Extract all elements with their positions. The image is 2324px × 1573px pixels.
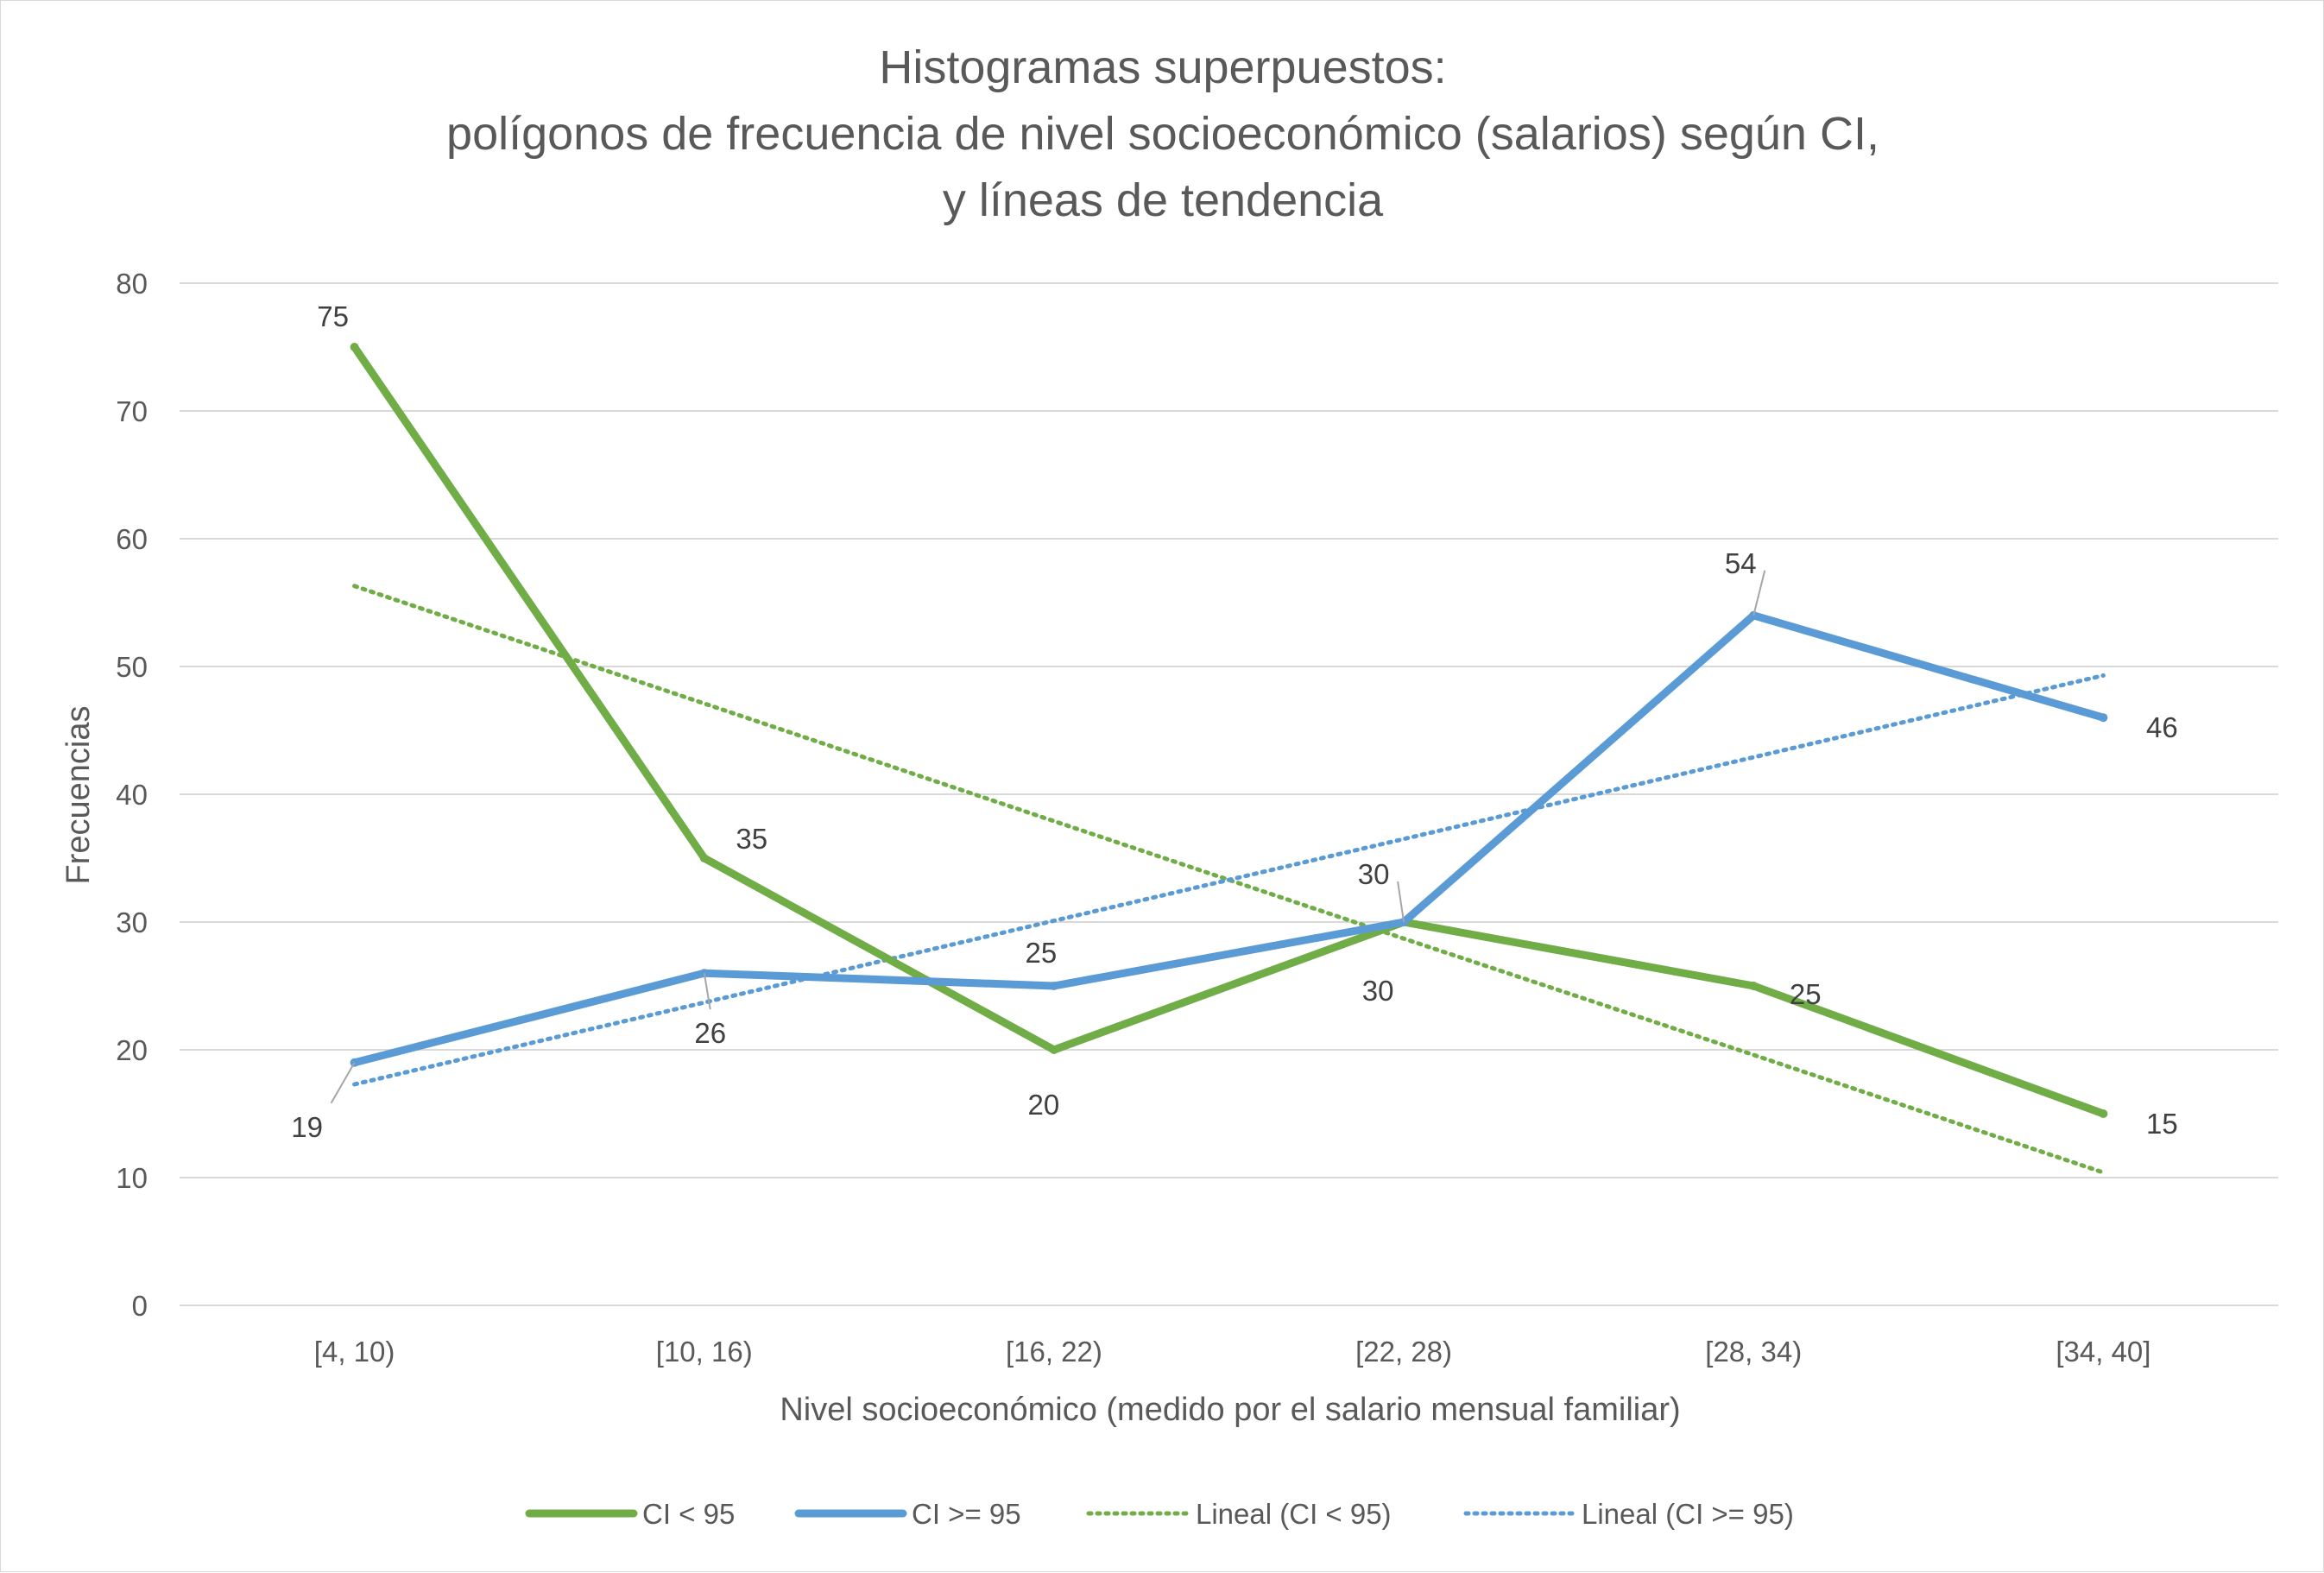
x-axis-title: Nivel socioeconómico (medido por el sala… [780, 1392, 1680, 1428]
data-label-ci-95-0: 19 [291, 1111, 323, 1143]
data-label-ci-95-2: 20 [1028, 1089, 1060, 1121]
point-ci-95-2 [1049, 1046, 1058, 1054]
y-tick-label-20: 20 [116, 1034, 148, 1066]
y-tick-label-30: 30 [116, 907, 148, 938]
gridlines [180, 282, 2278, 1306]
point-ci-95-5 [2099, 713, 2108, 723]
data-label-ci-95-0: 75 [317, 300, 349, 332]
data-label-leader-ci-95-4 [1752, 570, 1766, 616]
trendline-lineal-ci-95 [352, 673, 2106, 1087]
legend-item-ci-lt-95: CI < 95 [525, 1498, 735, 1530]
x-tick-label-0: [4, 10) [314, 1336, 395, 1368]
y-tick-label-40: 40 [116, 779, 148, 811]
y-tick-label-0: 0 [132, 1290, 148, 1322]
y-axis-ticks: 0 10 20 30 40 50 60 70 80 [116, 268, 148, 1322]
data-label-ci-95-5: 46 [2146, 711, 2178, 743]
point-ci-95-0 [350, 343, 359, 351]
y-tick-label-10: 10 [116, 1162, 148, 1194]
x-tick-label-4: [28, 34) [1705, 1336, 1802, 1368]
data-label-ci-95-2: 25 [1026, 937, 1058, 969]
data-label-leader-ci-95-0 [330, 1062, 356, 1104]
data-label-ci-95-1: 26 [694, 1017, 726, 1049]
data-label-leader-ci-95-1 [703, 973, 711, 1010]
legend-item-trend-ci-ge-95: Lineal (CI >= 95) [1463, 1498, 1794, 1530]
data-label-ci-95-1: 35 [736, 823, 767, 855]
data-labels: 75 35 20 30 25 15 19 26 25 30 54 46 [291, 300, 2178, 1143]
y-tick-label-50: 50 [116, 651, 148, 683]
data-label-ci-95-3: 30 [1362, 975, 1394, 1007]
series-line-ci-95 [350, 343, 2107, 1118]
point-ci-95-4 [1749, 982, 1759, 990]
data-label-ci-95-4: 54 [1725, 547, 1757, 579]
legend-label-ci-lt-95: CI < 95 [642, 1498, 735, 1530]
x-tick-label-1: [10, 16) [656, 1336, 753, 1368]
chart-title-line-3: y líneas de tendencia [943, 174, 1384, 226]
data-label-ci-95-3: 30 [1358, 858, 1390, 890]
y-tick-label-80: 80 [116, 268, 148, 300]
x-tick-label-5: [34, 40] [2056, 1336, 2150, 1368]
legend-item-ci-ge-95: CI >= 95 [794, 1498, 1021, 1530]
chart-title-line-1: Histogramas superpuestos: [879, 41, 1446, 93]
legend-label-trend-ci-ge-95: Lineal (CI >= 95) [1582, 1498, 1794, 1530]
y-axis-title: Frecuencias [60, 706, 97, 885]
x-tick-label-3: [22, 28) [1355, 1336, 1452, 1368]
data-label-leader-ci-95-3 [1397, 881, 1405, 923]
point-ci-95-2 [1049, 982, 1058, 990]
plot-series [350, 343, 2108, 1175]
chart-title-line-2: polígonos de frecuencia de nivel socioec… [446, 108, 1879, 160]
legend-label-ci-ge-95: CI >= 95 [912, 1498, 1021, 1530]
point-ci-95-1 [699, 854, 709, 862]
series-line-ci-95 [350, 611, 2107, 1067]
data-label-ci-95-4: 25 [1790, 978, 1822, 1010]
legend: CI < 95 CI >= 95 Lineal (CI < 95) Lineal… [525, 1498, 1794, 1530]
x-axis-ticks: [4, 10) [10, 16) [16, 22) [22, 28) [28, 34) [… [314, 1336, 2151, 1368]
y-tick-label-70: 70 [116, 395, 148, 427]
legend-label-trend-ci-lt-95: Lineal (CI < 95) [1196, 1498, 1392, 1530]
x-tick-label-2: [16, 22) [1006, 1336, 1102, 1368]
data-label-ci-95-5: 15 [2146, 1108, 2178, 1140]
legend-item-trend-ci-lt-95: Lineal (CI < 95) [1086, 1498, 1392, 1530]
y-tick-label-60: 60 [116, 523, 148, 555]
point-ci-95-5 [2099, 1109, 2108, 1118]
